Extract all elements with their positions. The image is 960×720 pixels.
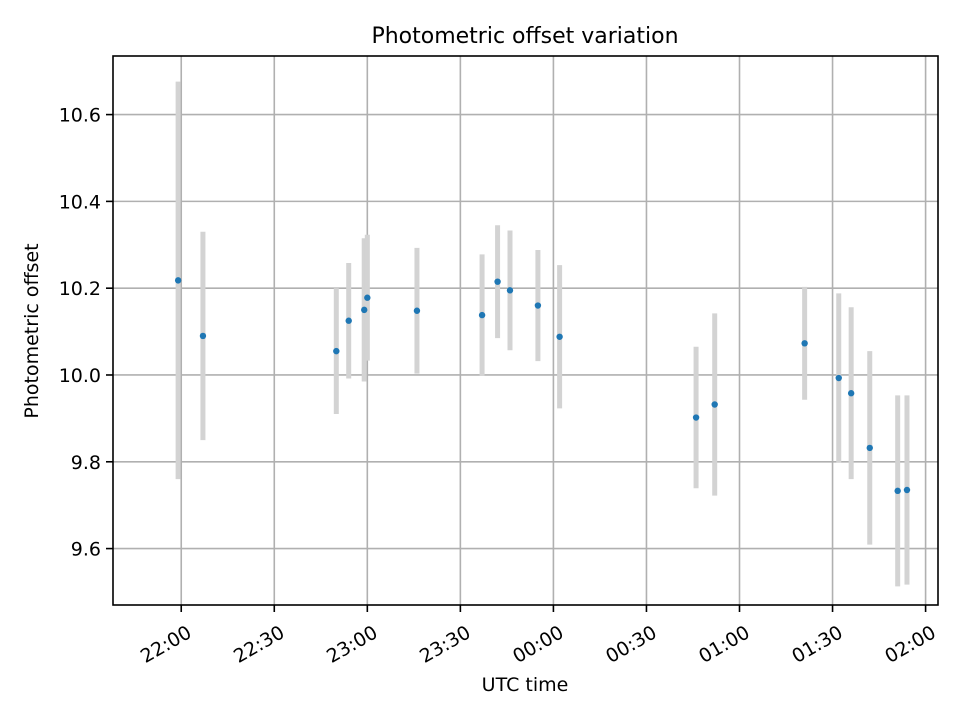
data-point [894, 487, 901, 495]
data-point [364, 294, 371, 301]
y-tick-label: 10.4 [59, 191, 101, 213]
data-point [847, 390, 855, 397]
grid-layer [113, 56, 938, 605]
x-tick-label: 22:30 [230, 621, 288, 667]
x-tick-label: 23:00 [323, 621, 381, 667]
data-point [494, 278, 501, 285]
data-point [866, 444, 873, 452]
tick-layer: 22:00 22:30 23:00 23:30 00:00 00:30 01:00 01:30… [59, 105, 940, 668]
data-point [506, 287, 514, 294]
data-point [361, 306, 368, 314]
y-axis-label: Photometric offset [21, 243, 43, 418]
x-tick-label: 22:00 [137, 621, 195, 667]
data-point [711, 401, 718, 408]
data-point [801, 340, 808, 347]
data-point [478, 311, 486, 319]
x-tick-label: 02:00 [881, 621, 939, 667]
data-point [333, 347, 340, 355]
data-point [835, 374, 842, 382]
x-tick-label: 01:30 [788, 621, 846, 667]
data-point [556, 333, 563, 340]
y-tick-label: 9.6 [71, 539, 101, 561]
data-point [534, 302, 542, 309]
errorbar-layer [175, 81, 910, 587]
y-tick-label: 10.2 [59, 278, 101, 300]
x-tick-label: 01:00 [695, 621, 753, 667]
data-point [692, 414, 700, 421]
x-tick-label: 00:00 [509, 621, 567, 667]
data-point [903, 486, 911, 494]
y-tick-label: 10.0 [59, 365, 101, 387]
data-point [174, 277, 182, 284]
data-point [345, 317, 352, 324]
data-point [413, 307, 421, 314]
x-tick-label: 23:30 [416, 621, 474, 667]
x-tick-label: 00:30 [602, 621, 660, 667]
y-tick-label: 9.8 [71, 452, 101, 474]
plot-frame [112, 55, 939, 606]
data-point [199, 332, 207, 340]
chart-title: Photometric offset variation [371, 24, 678, 49]
y-tick-label: 10.6 [59, 105, 101, 127]
point-layer [174, 277, 911, 495]
x-axis-label: UTC time [482, 674, 569, 696]
